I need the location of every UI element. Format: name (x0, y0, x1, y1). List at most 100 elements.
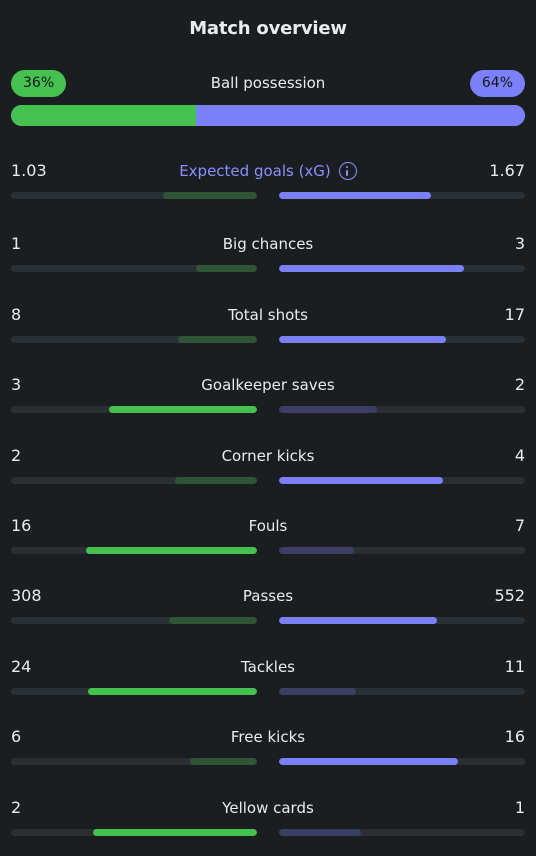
away-value: 2 (514, 375, 525, 394)
possession-label: Ball possession (210, 74, 326, 92)
away-value: 11 (504, 657, 525, 676)
stat-label: Big chances (11, 233, 525, 255)
stat-label-text: Corner kicks (221, 447, 315, 465)
stat-label-text: Big chances (222, 235, 314, 253)
stat-row-big-chances: 1 Big chances 3 (11, 233, 525, 273)
away-value: 1.67 (489, 161, 525, 180)
possession-bar-away (196, 105, 525, 126)
possession-bar (11, 105, 525, 126)
home-bar-track (11, 688, 257, 695)
stat-label: Yellow cards (11, 797, 525, 819)
stat-label-text: Fouls (248, 517, 288, 535)
away-bar-track (279, 336, 525, 343)
away-bar-track (279, 406, 525, 413)
info-icon[interactable] (338, 162, 357, 180)
stat-label: Corner kicks (11, 445, 525, 467)
home-bar-track (11, 336, 257, 343)
home-possession-badge: 36% (11, 70, 67, 97)
home-value: 308 (11, 586, 42, 605)
home-value: 2 (11, 798, 22, 817)
away-value: 1 (514, 798, 525, 817)
away-value: 17 (504, 305, 525, 324)
possession-bar-home (11, 105, 197, 126)
away-bar-fill (279, 336, 447, 343)
away-value: 4 (514, 446, 525, 465)
home-bar-fill (175, 477, 257, 484)
away-value: 3 (514, 234, 525, 253)
home-bar-fill (189, 758, 257, 765)
home-bar-track (11, 406, 257, 413)
away-bar-track (279, 265, 525, 272)
away-bar-track (279, 192, 525, 199)
home-value: 16 (11, 516, 32, 535)
home-value: 1.03 (11, 161, 47, 180)
stat-row-yellow-cards: 2 Yellow cards 1 (11, 797, 525, 837)
home-value: 6 (11, 727, 22, 746)
stat-row-total-shots: 8 Total shots 17 (11, 304, 525, 344)
away-bar-fill (279, 477, 443, 484)
stat-label: Tackles (11, 656, 525, 678)
stat-label-text: Expected goals (xG) (179, 162, 331, 180)
away-bar-fill (279, 829, 361, 836)
stat-row-corner-kicks: 2 Corner kicks 4 (11, 445, 525, 485)
home-bar-track (11, 547, 257, 554)
home-value: 24 (11, 657, 32, 676)
home-value: 8 (11, 305, 22, 324)
home-value: 3 (11, 375, 22, 394)
stat-label: Passes (11, 585, 525, 607)
stat-row-free-kicks: 6 Free kicks 16 (11, 726, 525, 766)
away-bar-fill (279, 688, 357, 695)
home-bar-fill (178, 336, 257, 343)
away-bar-track (279, 547, 525, 554)
stat-label-text: Goalkeeper saves (201, 376, 335, 394)
home-bar-track (11, 477, 257, 484)
stat-label: Free kicks (11, 726, 525, 748)
away-bar-track (279, 758, 525, 765)
home-bar-fill (109, 406, 257, 413)
home-bar-track (11, 265, 257, 272)
stat-label-text: Passes (242, 587, 294, 605)
stat-label: Goalkeeper saves (11, 374, 525, 396)
away-bar-fill (279, 617, 437, 624)
away-bar-track (279, 829, 525, 836)
away-possession-badge: 64% (469, 70, 525, 97)
away-value: 16 (504, 727, 525, 746)
stat-label: Expected goals (xG) (11, 160, 525, 182)
home-bar-fill (168, 617, 257, 624)
away-value: 552 (494, 586, 525, 605)
away-value: 7 (514, 516, 525, 535)
stat-row-fouls: 16 Fouls 7 (11, 515, 525, 555)
home-bar-track (11, 192, 257, 199)
possession-header: Ball possession 36% 64% (11, 70, 525, 97)
stat-label-text: Total shots (228, 306, 308, 324)
away-bar-fill (279, 758, 458, 765)
page-title: Match overview (189, 18, 347, 39)
stat-label-text: Free kicks (230, 728, 306, 746)
away-bar-fill (279, 265, 464, 272)
home-bar-fill (195, 265, 257, 272)
away-bar-track (279, 617, 525, 624)
away-bar-track (279, 688, 525, 695)
away-bar-fill (279, 406, 378, 413)
home-bar-fill (85, 547, 257, 554)
home-bar-fill (88, 688, 257, 695)
stat-label-text: Yellow cards (222, 799, 314, 817)
away-bar-fill (279, 192, 432, 199)
stat-label-text: Tackles (240, 658, 296, 676)
away-bar-fill (279, 547, 354, 554)
stat-row-goalkeeper-saves: 3 Goalkeeper saves 2 (11, 374, 525, 414)
stat-label: Total shots (11, 304, 525, 326)
home-bar-fill (93, 829, 257, 836)
home-value: 2 (11, 446, 22, 465)
home-bar-fill (163, 192, 257, 199)
home-bar-track (11, 758, 257, 765)
stat-row-passes: 308 Passes 552 (11, 585, 525, 625)
away-bar-track (279, 477, 525, 484)
stat-row-tackles: 24 Tackles 11 (11, 656, 525, 696)
stat-row-xg: 1.03 Expected goals (xG) 1.67 (11, 160, 525, 200)
home-bar-track (11, 617, 257, 624)
home-value: 1 (11, 234, 22, 253)
stat-label: Fouls (11, 515, 525, 537)
home-bar-track (11, 829, 257, 836)
